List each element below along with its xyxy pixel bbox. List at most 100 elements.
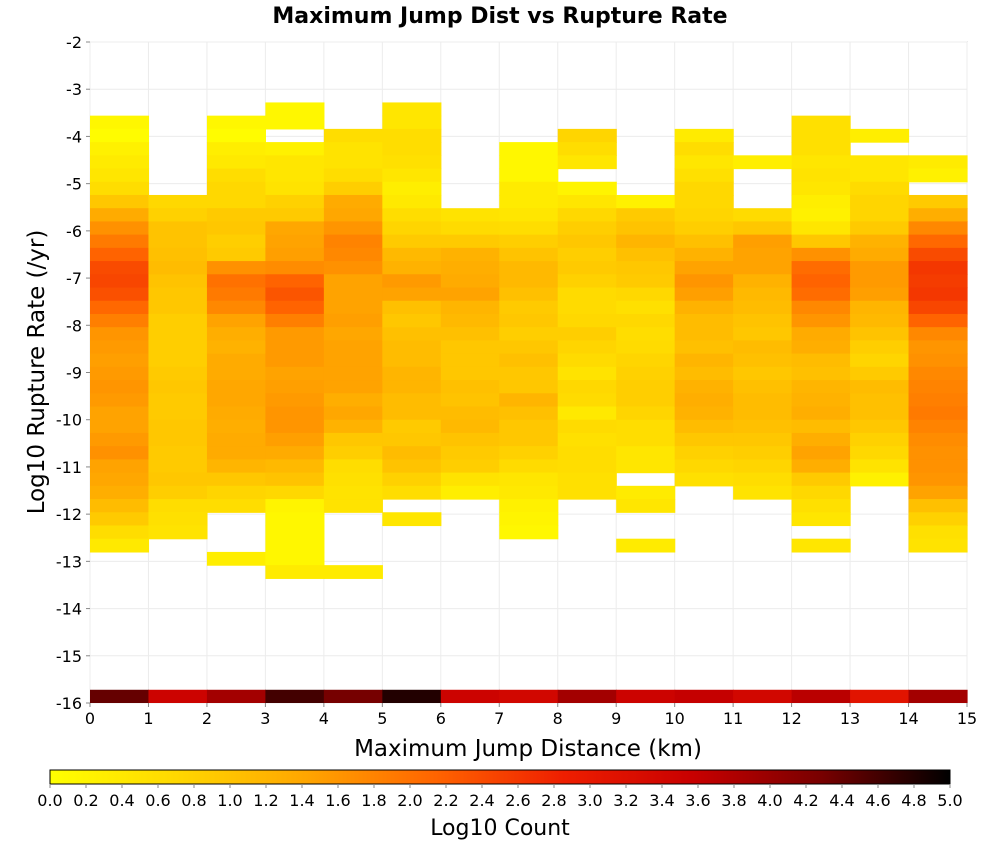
heatmap-cell — [791, 168, 851, 183]
heatmap-cell — [323, 234, 383, 249]
heatmap-cell — [557, 128, 617, 143]
heatmap-cell — [499, 380, 559, 394]
heatmap-cell — [90, 155, 150, 170]
heatmap-cell — [499, 689, 559, 703]
heatmap-cell — [148, 234, 208, 249]
heatmap-cell — [733, 446, 793, 460]
heatmap-cell — [382, 313, 442, 328]
x-tick-label: 5 — [377, 709, 387, 728]
heatmap-cell — [323, 247, 383, 262]
heatmap-cell — [616, 194, 676, 209]
heatmap-cell — [791, 194, 851, 209]
heatmap-cell — [557, 380, 617, 394]
heatmap-cell — [557, 155, 617, 170]
colorbar-tick-label: 2.8 — [541, 791, 566, 810]
heatmap-cell — [90, 472, 150, 487]
y-tick-label: -3 — [66, 80, 82, 99]
heatmap-cell — [148, 446, 208, 460]
heatmap-cell — [908, 194, 968, 209]
heatmap-cell — [148, 274, 208, 289]
heatmap-cell — [90, 194, 150, 209]
heatmap-cell — [791, 406, 851, 421]
heatmap-cell — [557, 208, 617, 223]
heatmap-cell — [90, 380, 150, 394]
y-tick-label: -8 — [66, 316, 82, 335]
heatmap-cell — [557, 181, 617, 196]
heatmap-cell — [557, 459, 617, 474]
heatmap-cell — [90, 538, 150, 553]
heatmap-cell — [265, 168, 325, 183]
heatmap-cell — [148, 366, 208, 381]
heatmap-cell — [499, 194, 559, 209]
heatmap-cell — [850, 459, 910, 474]
chart-title: Maximum Jump Dist vs Rupture Rate — [272, 4, 727, 29]
y-axis-title: Log10 Rupture Rate (/yr) — [24, 230, 50, 515]
heatmap-cell — [733, 689, 793, 703]
heatmap-cell — [90, 327, 150, 341]
heatmap-cell — [908, 366, 968, 381]
heatmap-cell — [616, 234, 676, 249]
heatmap-cell — [265, 155, 325, 170]
heatmap-cell — [206, 115, 266, 130]
heatmap-cell — [616, 313, 676, 328]
heatmap-cell — [323, 689, 383, 703]
heatmap-cell — [382, 472, 442, 487]
heatmap-cell — [265, 300, 325, 315]
heatmap-cell — [733, 459, 793, 474]
heatmap-cell — [265, 565, 325, 579]
heatmap-cell — [206, 300, 266, 315]
x-tick-label: 3 — [260, 709, 270, 728]
heatmap-cell — [499, 181, 559, 196]
heatmap-cell — [323, 380, 383, 394]
heatmap-cell — [323, 194, 383, 209]
heatmap-cell — [382, 128, 442, 143]
heatmap-cell — [557, 327, 617, 341]
heatmap-cell — [382, 221, 442, 236]
heatmap-cell — [323, 313, 383, 328]
heatmap-cell — [206, 499, 266, 513]
heatmap-cell — [90, 300, 150, 315]
x-tick-label: 11 — [723, 709, 743, 728]
heatmap-cell — [382, 393, 442, 408]
heatmap-cell — [265, 380, 325, 394]
heatmap-cell — [323, 459, 383, 474]
heatmap-cell — [265, 327, 325, 341]
heatmap-cell — [440, 313, 500, 328]
heatmap-cell — [382, 287, 442, 302]
heatmap-cell — [382, 102, 442, 117]
heatmap-cell — [557, 393, 617, 408]
heatmap-cell — [733, 287, 793, 302]
heatmap-cell — [148, 261, 208, 275]
colorbar-tick-label: 3.6 — [685, 791, 710, 810]
heatmap-cell — [265, 512, 325, 527]
heatmap-cell — [90, 247, 150, 262]
heatmap-cell — [90, 689, 150, 703]
heatmap-cell — [90, 393, 150, 408]
heatmap-cell — [206, 142, 266, 156]
heatmap-cell — [908, 485, 968, 500]
heatmap-cell — [791, 128, 851, 143]
heatmap-cell — [440, 327, 500, 341]
heatmap-cell — [265, 689, 325, 703]
heatmap-cell — [90, 208, 150, 223]
y-tick-label: -14 — [56, 600, 82, 619]
y-tick-label: -13 — [56, 552, 82, 571]
heatmap-cell — [674, 313, 734, 328]
heatmap-cell — [90, 366, 150, 381]
heatmap-cell — [791, 300, 851, 315]
heatmap-cell — [382, 181, 442, 196]
y-tick-label: -7 — [66, 269, 82, 288]
y-tick-label: -4 — [66, 127, 82, 146]
heatmap-cell — [265, 181, 325, 196]
heatmap-cell — [90, 406, 150, 421]
heatmap-cell — [908, 419, 968, 434]
heatmap-cell — [499, 419, 559, 434]
heatmap-cell — [90, 128, 150, 143]
heatmap-cell — [557, 313, 617, 328]
heatmap-cell — [440, 340, 500, 355]
heatmap-cell — [616, 406, 676, 421]
x-tick-label: 10 — [664, 709, 684, 728]
heatmap-cell — [148, 419, 208, 434]
heatmap-cell — [616, 287, 676, 302]
heatmap-cell — [148, 380, 208, 394]
